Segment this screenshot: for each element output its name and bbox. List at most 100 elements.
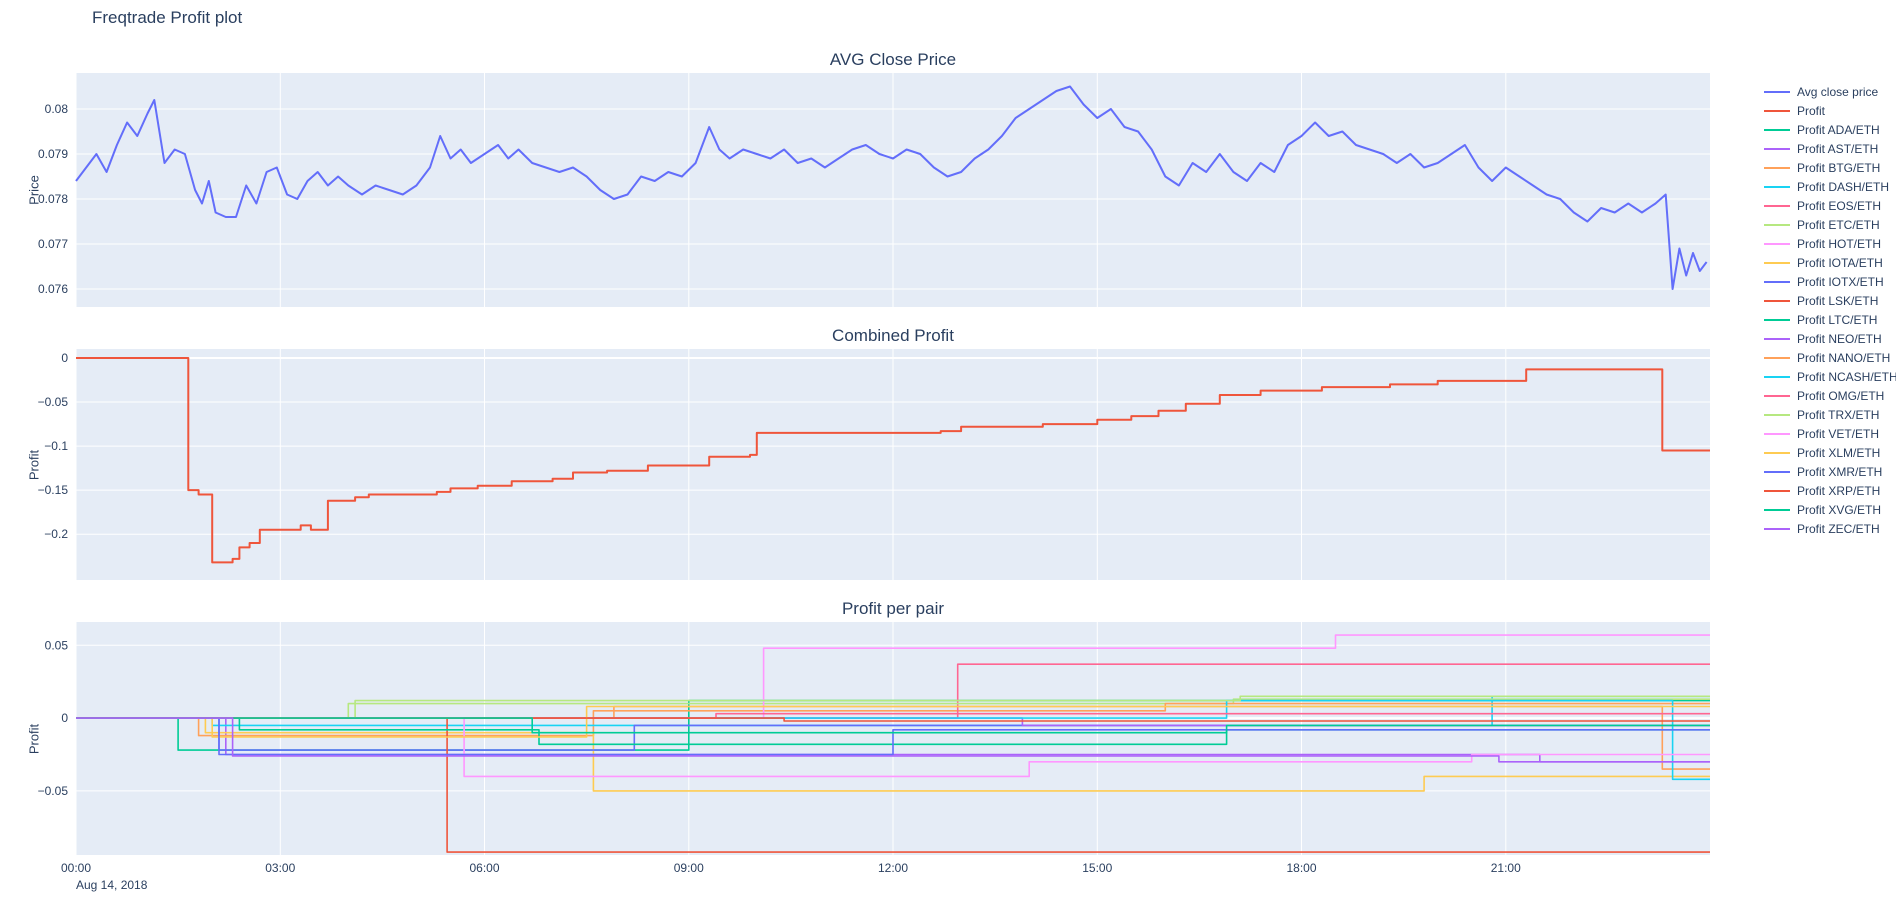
subplot-title-avg-close-price: AVG Close Price [829, 50, 957, 69]
y-tick-label: −0.2 [44, 527, 68, 541]
plot-profit-per-pair[interactable]: 0.05 0 −0.05 [0, 622, 1740, 855]
legend-label: Profit AST/ETH [1797, 141, 1879, 156]
plot-avg-close-price[interactable]: 0.076 0.077 0.078 0.079 0.08 [0, 73, 1740, 307]
legend-label: Profit BTG/ETH [1797, 160, 1881, 175]
legend-label: Profit NANO/ETH [1797, 350, 1891, 365]
legend-item-profit-eos-eth[interactable]: Profit EOS/ETH [1764, 196, 1896, 215]
series-line-profit-zec-eth [76, 717, 1710, 763]
x-tick-label: 15:00 [1082, 861, 1113, 875]
legend-item-profit-trx-eth[interactable]: Profit TRX/ETH [1764, 405, 1896, 424]
legend-item-profit-ltc-eth[interactable]: Profit LTC/ETH [1764, 310, 1896, 329]
y-tick-label: 0.076 [38, 282, 68, 296]
legend-label: Profit XRP/ETH [1797, 483, 1881, 498]
plot-combined-profit[interactable]: 0 −0.05 −0.1 −0.15 −0.2 [0, 349, 1740, 580]
y-tick-label: 0.079 [38, 147, 68, 161]
legend-label: Profit DASH/ETH [1797, 179, 1890, 194]
legend-item-profit-omg-eth[interactable]: Profit OMG/ETH [1764, 386, 1896, 405]
legend-line-swatch [1764, 413, 1790, 416]
legend-item-profit-xvg-eth[interactable]: Profit XVG/ETH [1764, 500, 1896, 519]
y-tick-label: 0.077 [38, 237, 68, 251]
legend-line-swatch [1764, 508, 1790, 511]
legend-item-profit-lsk-eth[interactable]: Profit LSK/ETH [1764, 291, 1896, 310]
y-tick-label: 0 [61, 351, 68, 365]
legend-item-profit-iota-eth[interactable]: Profit IOTA/ETH [1764, 253, 1896, 272]
legend-label: Profit LTC/ETH [1797, 312, 1878, 327]
legend-line-swatch [1764, 223, 1790, 226]
x-tick-label: 06:00 [469, 861, 500, 875]
y-tick-label: −0.1 [44, 439, 68, 453]
series-line-profit-iota-eth [76, 717, 1710, 792]
legend-label: Profit ZEC/ETH [1797, 521, 1880, 536]
legend-label: Profit NEO/ETH [1797, 331, 1882, 346]
legend-label: Profit XLM/ETH [1797, 445, 1881, 460]
legend-label: Profit IOTA/ETH [1797, 255, 1883, 270]
legend-item-profit-dash-eth[interactable]: Profit DASH/ETH [1764, 177, 1896, 196]
legend-line-swatch [1764, 185, 1790, 188]
legend-label: Profit NCASH/ETH [1797, 369, 1896, 384]
legend-line-swatch [1764, 109, 1790, 112]
y-tick-label: 0.05 [45, 638, 69, 652]
legend-line-swatch [1764, 337, 1790, 340]
subplot-title-profit-per-pair: Profit per pair [841, 599, 945, 618]
legend-label: Profit XMR/ETH [1797, 464, 1883, 479]
legend-item-profit-ast-eth[interactable]: Profit AST/ETH [1764, 139, 1896, 158]
legend-line-swatch [1764, 489, 1790, 492]
y-tick-label: −0.15 [38, 483, 69, 497]
legend-item-profit-nano-eth[interactable]: Profit NANO/ETH [1764, 348, 1896, 367]
legend-line-swatch [1764, 204, 1790, 207]
legend-line-swatch [1764, 375, 1790, 378]
legend-item-profit-btg-eth[interactable]: Profit BTG/ETH [1764, 158, 1896, 177]
series-line-profit-ncash-eth [76, 699, 1710, 781]
legend-line-swatch [1764, 147, 1790, 150]
x-tick-label: 12:00 [877, 861, 909, 875]
legend-line-swatch [1764, 318, 1790, 321]
legend-label: Profit EOS/ETH [1797, 198, 1882, 213]
legend-line-swatch [1764, 527, 1790, 530]
series-line-profit-xvg-eth [76, 717, 1710, 734]
x-axis-date-label: Aug 14, 2018 [76, 878, 148, 892]
x-tick-label: 00:00 [60, 861, 92, 875]
legend-line-swatch [1764, 470, 1790, 473]
legend-item-profit-xrp-eth[interactable]: Profit XRP/ETH [1764, 481, 1896, 500]
legend-label: Avg close price [1797, 84, 1879, 99]
series-line-profit-btg-eth [76, 705, 1710, 770]
x-tick-label: 09:00 [673, 861, 704, 875]
legend-item-profit-neo-eth[interactable]: Profit NEO/ETH [1764, 329, 1896, 348]
legend-item-profit-xlm-eth[interactable]: Profit XLM/ETH [1764, 443, 1896, 462]
legend-line-swatch [1764, 432, 1790, 435]
y-tick-label: −0.05 [38, 784, 69, 798]
y-tick-label: 0.078 [38, 192, 68, 206]
legend-item-profit-vet-eth[interactable]: Profit VET/ETH [1764, 424, 1896, 443]
legend-label: Profit HOT/ETH [1797, 236, 1882, 251]
x-tick-label: 18:00 [1286, 861, 1317, 875]
y-tick-label: 0 [61, 711, 68, 725]
legend-item-profit-xmr-eth[interactable]: Profit XMR/ETH [1764, 462, 1896, 481]
legend-line-swatch [1764, 394, 1790, 397]
legend-item-profit-zec-eth[interactable]: Profit ZEC/ETH [1764, 519, 1896, 538]
legend-line-swatch [1764, 90, 1790, 93]
legend-line-swatch [1764, 280, 1790, 283]
legend-line-swatch [1764, 128, 1790, 131]
legend-label: Profit ADA/ETH [1797, 122, 1880, 137]
legend-item-profit[interactable]: Profit [1764, 101, 1896, 120]
series-line-avg-close-price [75, 85, 1708, 290]
legend-item-profit-hot-eth[interactable]: Profit HOT/ETH [1764, 234, 1896, 253]
legend-label: Profit OMG/ETH [1797, 388, 1885, 403]
series-line-profit [76, 357, 1710, 564]
legend-label: Profit LSK/ETH [1797, 293, 1879, 308]
legend-line-swatch [1764, 166, 1790, 169]
x-tick-label: 03:00 [265, 861, 296, 875]
y-tick-label: 0.08 [45, 102, 69, 116]
legend-item-profit-ncash-eth[interactable]: Profit NCASH/ETH [1764, 367, 1896, 386]
legend-item-profit-ada-eth[interactable]: Profit ADA/ETH [1764, 120, 1896, 139]
subplot-title-combined-profit: Combined Profit [832, 326, 954, 345]
legend-label: Profit XVG/ETH [1797, 502, 1882, 517]
legend-item-profit-etc-eth[interactable]: Profit ETC/ETH [1764, 215, 1896, 234]
legend-item-profit-iotx-eth[interactable]: Profit IOTX/ETH [1764, 272, 1896, 291]
page-title: Freqtrade Profit plot [92, 8, 243, 27]
legend-item-avg-close-price[interactable]: Avg close price [1764, 82, 1896, 101]
legend-label: Profit VET/ETH [1797, 426, 1880, 441]
y-tick-label: −0.05 [38, 395, 69, 409]
legend-line-swatch [1764, 356, 1790, 359]
